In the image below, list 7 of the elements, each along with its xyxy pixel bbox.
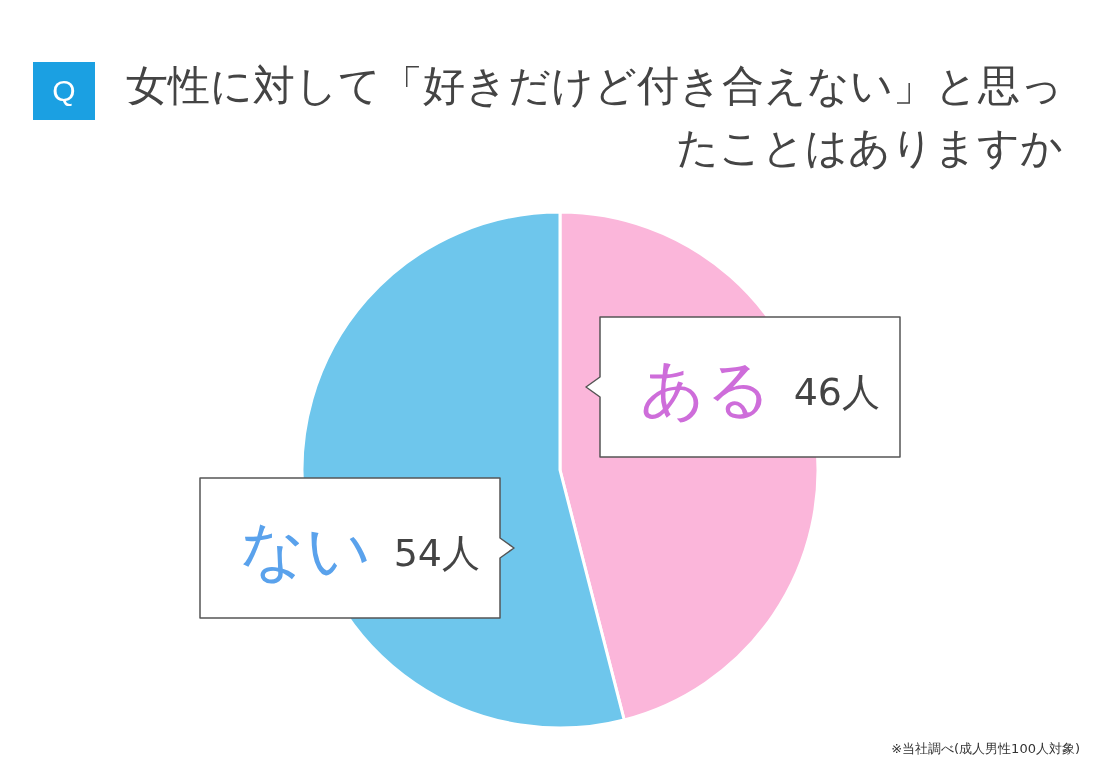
slice-label: ある — [640, 352, 772, 426]
data-label: 54人 — [393, 531, 480, 575]
text: Q — [33, 62, 95, 120]
slice-label: ない — [240, 513, 372, 587]
data-label: 46人 — [793, 370, 880, 414]
chart-title: 女性に対して「好きだけど付き合えない」と思ったことはありますか — [125, 60, 1063, 174]
text: ※当社調べ(成人男性100人対象) — [891, 740, 1080, 758]
